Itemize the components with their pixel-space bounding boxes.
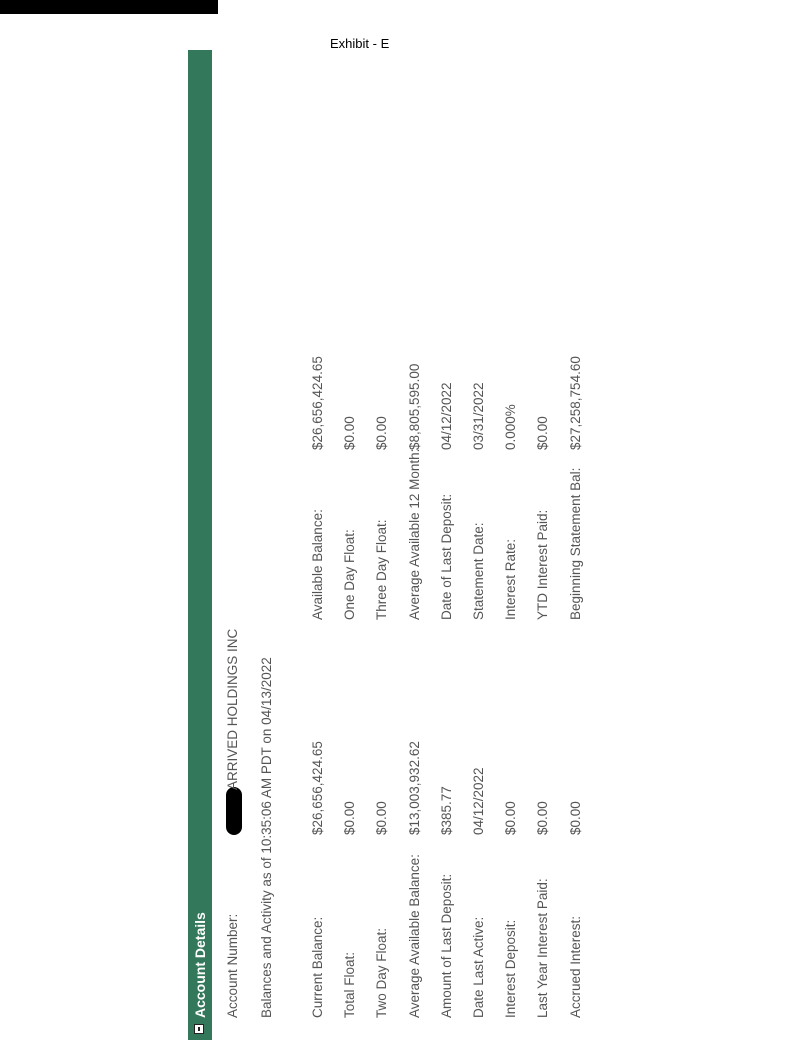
field-value: $0.00 [374, 416, 390, 450]
field-value: $0.00 [374, 801, 390, 835]
field-label: Average Available Balance: [406, 854, 422, 1018]
field-label: Two Day Float: [374, 927, 390, 1018]
field-value: 0.000% [503, 404, 519, 450]
field-label: Amount of Last Deposit: [438, 873, 454, 1018]
field-label: Interest Rate: [503, 538, 519, 620]
field-label: YTD Interest Paid: [535, 509, 551, 620]
field-label: Accrued Interest: [567, 915, 583, 1018]
field-label: Last Year Interest Paid: [535, 878, 551, 1018]
account-details-panel: Account Details Account Number: ARRIVED … [188, 50, 608, 1040]
field-value: $27,258,754.60 [567, 356, 583, 450]
field-label: Average Available 12 Month: [406, 448, 422, 620]
field-label: Current Balance: [310, 916, 325, 1018]
redaction-bar [0, 0, 218, 14]
field-label: Beginning Statement Bal: [567, 467, 583, 620]
field-label: Available Balance: [310, 509, 325, 620]
account-name: ARRIVED HOLDINGS INC [225, 628, 240, 790]
account-number-label: Account Number: [225, 913, 240, 1018]
field-label: Total Float: [342, 951, 358, 1018]
field-label: Date of Last Deposit: [438, 493, 454, 620]
exhibit-label: Exhibit - E [330, 36, 390, 51]
field-value: $0.00 [535, 416, 551, 450]
field-value: $0.00 [342, 416, 358, 450]
panel-title: Account Details [192, 912, 208, 1018]
field-value: $0.00 [535, 801, 551, 835]
as-of-text: Balances and Activity as of 10:35:06 AM … [259, 657, 274, 1018]
field-label: Three Day Float: [374, 519, 390, 620]
field-value: 03/31/2022 [471, 382, 486, 450]
field-label: Statement Date: [471, 522, 486, 620]
field-value: $13,003,932.62 [406, 741, 422, 835]
field-value: $26,656,424.65 [310, 741, 325, 835]
field-value: $8,805,595.00 [406, 363, 422, 450]
field-value: 04/12/2022 [438, 382, 454, 450]
field-value: $26,656,424.65 [310, 356, 325, 450]
field-value: $0.00 [567, 801, 583, 835]
redacted-account-number [226, 787, 242, 835]
field-value: $385.77 [438, 786, 454, 835]
collapse-minus-icon[interactable] [194, 1024, 204, 1034]
field-label: Interest Deposit: [503, 919, 519, 1018]
field-value: $0.00 [503, 801, 519, 835]
field-label: One Day Float: [342, 529, 358, 620]
field-label: Date Last Active: [471, 916, 486, 1018]
panel-header: Account Details [188, 50, 212, 1040]
field-value: $0.00 [342, 801, 358, 835]
field-value: 04/12/2022 [471, 767, 486, 835]
